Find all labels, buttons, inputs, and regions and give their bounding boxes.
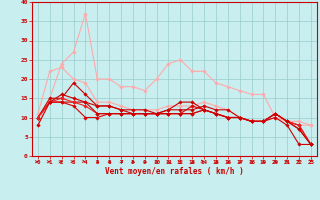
X-axis label: Vent moyen/en rafales ( km/h ): Vent moyen/en rafales ( km/h ) — [105, 167, 244, 176]
